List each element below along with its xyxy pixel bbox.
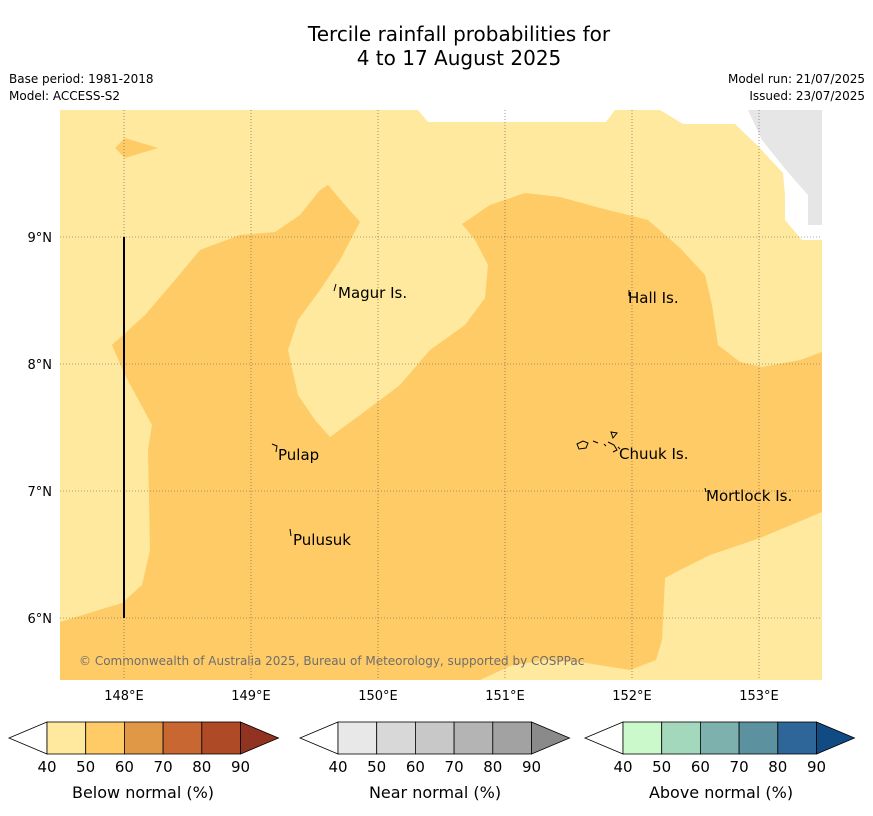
colorbar-above-normal-tick: 50 — [652, 758, 671, 776]
place-label-hall: Hall Is. — [628, 289, 679, 307]
colorbar-near-normal-segment — [376, 721, 416, 755]
chuuk-island-shapes — [576, 431, 621, 453]
colorbar-below-normal-tick: 70 — [154, 758, 173, 776]
colorbar-above-normal-tick: 90 — [807, 758, 826, 776]
colorbar-label-below-normal: Below normal (%) — [72, 783, 214, 802]
place-label-pulap: Pulap — [278, 446, 319, 464]
probability-50-60-region — [60, 185, 822, 680]
colorbar-above-normal-tick: 40 — [613, 758, 632, 776]
lon-label-149e: 149°E — [231, 689, 271, 704]
colorbar-near-normal-tick: 50 — [367, 758, 386, 776]
place-label-mortlock: Mortlock Is. — [706, 487, 792, 505]
colorbar-above-normal: Above normal (%) 40 50 60 70 80 90 — [583, 721, 856, 802]
model-run: Model run: 21/07/2025 — [727, 72, 865, 86]
colorbar-above-normal-segment — [700, 721, 740, 755]
colorbar-above-normal-tick: 60 — [691, 758, 710, 776]
colorbar-legend: Below normal (%) 40 50 60 70 80 90 Near norma… — [7, 721, 856, 802]
colorbar-below-normal-high-arrow — [240, 721, 280, 755]
base-period: Base period: 1981-2018 — [9, 72, 154, 86]
colorbar-below-normal-segment — [124, 721, 164, 755]
pulap-island-shape — [271, 443, 278, 453]
meta-left: Base period: 1981-2018 Model: ACCESS-S2 — [9, 71, 154, 105]
colorbar-label-near-normal: Near normal (%) — [369, 783, 501, 802]
copyright-credit: © Commonwealth of Australia 2025, Bureau… — [79, 654, 584, 668]
place-label-pulusuk: Pulusuk — [293, 531, 351, 549]
mortlock-island-shape — [704, 487, 707, 493]
colorbar-below-normal-segment — [201, 721, 241, 755]
colorbar-below-normal-segment — [46, 721, 87, 755]
colorbar-below-normal-tick: 60 — [115, 758, 134, 776]
place-label-magur: Magur Is. — [338, 284, 407, 302]
lon-label-150e: 150°E — [358, 689, 398, 704]
colorbar-above-normal-segment — [661, 721, 701, 755]
map-title: Tercile rainfall probabilities for 4 to … — [0, 22, 873, 70]
colorbar-near-normal-tick: 40 — [328, 758, 347, 776]
colorbar-near-normal-segment — [414, 721, 455, 755]
colorbar-near-normal-high-arrow — [531, 721, 571, 755]
colorbar-near-normal-tick: 60 — [406, 758, 425, 776]
island-outlines — [271, 283, 707, 537]
colorbar-near-normal-segment — [337, 721, 378, 755]
colorbar-near-normal-tick: 90 — [522, 758, 541, 776]
colorbar-below-normal-tick: 80 — [192, 758, 211, 776]
lat-label-6n: 6°N — [28, 612, 53, 627]
colorbar-above-normal-segment — [777, 721, 817, 755]
colorbar-above-normal-segment — [738, 721, 779, 755]
map-title-line1: Tercile rainfall probabilities for — [307, 22, 611, 46]
map-title-line2: 4 to 17 August 2025 — [356, 46, 562, 70]
colorbar-near-normal-segment — [492, 721, 532, 755]
meta-right: Model run: 21/07/2025 Issued: 23/07/2025 — [728, 71, 865, 105]
colorbar-near-normal-tick: 80 — [483, 758, 502, 776]
no-data-region — [748, 110, 822, 225]
colorbar-below-normal-segment — [85, 721, 125, 755]
colorbar-below-normal-tick: 50 — [76, 758, 95, 776]
lon-label-151e: 151°E — [485, 689, 525, 704]
colorbar-below-normal-segment — [162, 721, 203, 755]
colorbar-near-normal-tick: 70 — [445, 758, 464, 776]
map-area: Magur Is. Hall Is. Pulap Chuuk Is. Mortl… — [60, 110, 822, 680]
issued-date: Issued: 23/07/2025 — [749, 89, 865, 103]
lat-label-9n: 9°N — [28, 231, 53, 246]
colorbar-above-normal-low-arrow — [583, 721, 624, 755]
colorbar-above-normal-tick: 80 — [768, 758, 787, 776]
colorbar-near-normal: Near normal (%) 40 50 60 70 80 90 — [298, 721, 571, 802]
colorbar-below-normal-tick: 40 — [37, 758, 56, 776]
colorbar-label-above-normal: Above normal (%) — [649, 783, 793, 802]
probability-50-60-patch — [115, 138, 158, 158]
pulusuk-island-shape — [289, 528, 292, 537]
colorbar-below-normal-tick: 90 — [231, 758, 250, 776]
colorbar-near-normal-segment — [453, 721, 494, 755]
lon-label-153e: 153°E — [739, 689, 779, 704]
lon-label-148e: 148°E — [104, 689, 144, 704]
latitude-labels: 9°N 8°N 7°N 6°N — [28, 231, 53, 627]
lat-label-8n: 8°N — [28, 358, 53, 373]
colorbar-above-normal-high-arrow — [816, 721, 856, 755]
colorbar-above-normal-segment — [622, 721, 663, 755]
model-name: Model: ACCESS-S2 — [9, 89, 121, 103]
place-label-chuuk: Chuuk Is. — [619, 445, 688, 463]
lat-label-7n: 7°N — [28, 485, 53, 500]
colorbar-below-normal-low-arrow — [7, 721, 48, 755]
lon-label-152e: 152°E — [612, 689, 652, 704]
colorbar-near-normal-low-arrow — [298, 721, 339, 755]
longitude-labels: 148°E 149°E 150°E 151°E 152°E 153°E — [104, 689, 779, 704]
colorbar-above-normal-tick: 70 — [730, 758, 749, 776]
magur-island-shape — [333, 283, 337, 292]
colorbar-below-normal: Below normal (%) 40 50 60 70 80 90 — [7, 721, 280, 802]
